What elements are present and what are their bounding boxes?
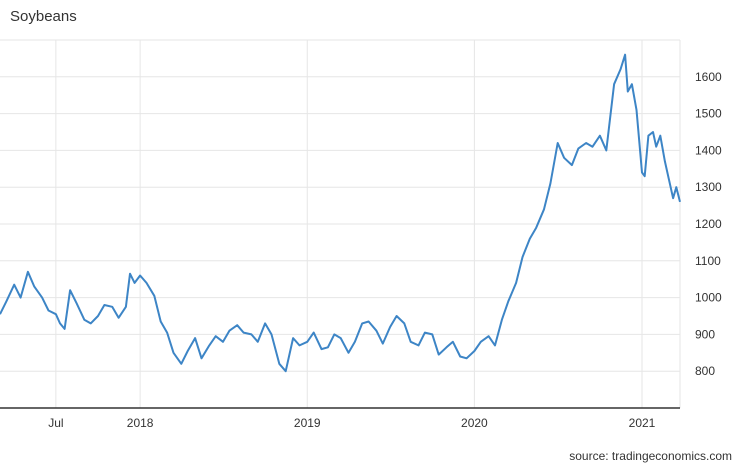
x-tick-label: Jul — [48, 416, 63, 430]
y-tick-label: 1300 — [695, 180, 722, 194]
grid — [0, 39, 681, 408]
y-tick-label: 1600 — [695, 70, 722, 84]
x-tick-label: 2018 — [127, 416, 154, 430]
y-tick-label: 1200 — [695, 217, 722, 231]
chart-title: Soybeans — [10, 8, 77, 25]
y-axis-ticks: 800 900 1000 1100 1200 1300 1400 1500 1600 — [695, 70, 722, 378]
y-tick-label: 1400 — [695, 143, 722, 157]
y-tick-label: 1000 — [695, 291, 722, 305]
x-tick-label: 2020 — [461, 416, 488, 430]
y-tick-label: 900 — [695, 327, 715, 341]
x-tick-label: 2021 — [629, 416, 656, 430]
y-tick-label: 1500 — [695, 107, 722, 121]
y-tick-label: 800 — [695, 364, 715, 378]
source-label: source: tradingeconomics.com — [569, 449, 732, 463]
y-tick-label: 1100 — [695, 254, 721, 268]
x-axis-ticks: Jul 2018 2019 2020 2021 — [48, 416, 655, 430]
x-tick-label: 2019 — [294, 416, 321, 430]
series-line — [0, 53, 681, 373]
